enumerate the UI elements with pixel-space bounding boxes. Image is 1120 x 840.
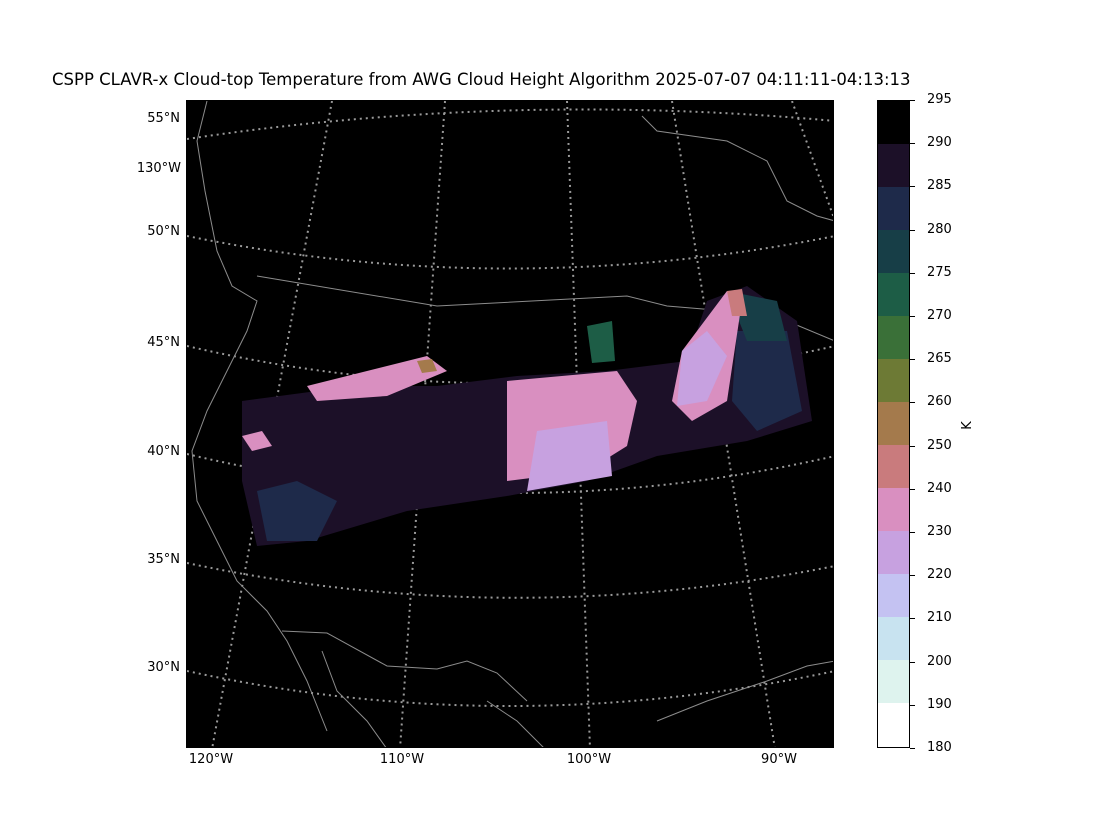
colorbar-tick-mark xyxy=(910,229,915,231)
swath-green-patch xyxy=(587,321,615,363)
swath-pink-band xyxy=(307,356,447,401)
colorbar-tick-mark xyxy=(910,402,915,404)
colorbar-tick-mark xyxy=(910,316,915,317)
great-lakes xyxy=(641,115,833,221)
colorbar-segment xyxy=(878,703,909,747)
gridline-80w xyxy=(791,101,833,219)
colorbar-tick-mark xyxy=(910,359,915,361)
lat-label-40n: 40°N xyxy=(147,444,180,459)
colorbar-segment xyxy=(878,187,909,231)
colorbar-segment xyxy=(878,574,909,618)
swath-navy-east xyxy=(732,331,802,431)
gridline-55n xyxy=(187,108,833,140)
gridline-50n xyxy=(187,235,833,270)
colorbar-tick-mark xyxy=(910,575,915,577)
gridline-90w xyxy=(671,101,776,747)
lon-label-100w: 100°W xyxy=(566,752,612,767)
colorbar-unit-label: K xyxy=(959,421,975,430)
swath-olive-bits xyxy=(417,359,437,373)
colorbar-segment xyxy=(878,359,909,403)
colorbar-tick-mark xyxy=(910,704,915,706)
colorbar-tick-mark xyxy=(910,186,915,188)
colorbar-tick-label: 290 xyxy=(927,135,952,151)
colorbar-segment xyxy=(878,144,909,188)
map-canvas xyxy=(187,101,833,747)
colorbar-tick-label: 280 xyxy=(927,221,952,237)
colorbar-tick-label: 295 xyxy=(927,92,952,107)
colorbar-tick-label: 275 xyxy=(927,264,952,280)
colorbar-tick-label: 200 xyxy=(927,653,952,669)
temperature-colorbar xyxy=(877,100,910,748)
lat-label-45n: 45°N xyxy=(147,335,180,350)
lon-label-110w: 110°W xyxy=(379,752,425,767)
lon-label-130w: 130°W xyxy=(136,161,181,176)
colorbar-segment xyxy=(878,660,909,704)
swath-lavender-ne xyxy=(677,331,727,406)
us-mexico-border xyxy=(281,630,528,702)
colorbar-tick-mark xyxy=(910,661,915,663)
colorbar-tick-label: 270 xyxy=(927,308,952,323)
colorbar-tick-mark xyxy=(910,100,915,101)
lon-label-120w: 120°W xyxy=(188,752,234,767)
colorbar-segment xyxy=(878,273,909,317)
baja-coast xyxy=(321,650,387,747)
colorbar-tick-mark xyxy=(910,488,915,490)
colorbar-tick-mark xyxy=(910,748,915,749)
lat-label-50n: 50°N xyxy=(147,224,180,239)
gridline-120w xyxy=(211,101,333,747)
colorbar-tick-mark xyxy=(910,272,915,274)
colorbar-tick-label: 250 xyxy=(927,437,952,453)
lat-label-55n: 55°N xyxy=(147,111,180,126)
colorbar-segment xyxy=(878,230,909,274)
colorbar-tick-mark xyxy=(910,445,915,447)
gulf-coast xyxy=(486,660,833,747)
lon-label-90w: 90°W xyxy=(761,752,797,767)
colorbar-tick-label: 240 xyxy=(927,480,952,496)
colorbar-segment xyxy=(878,316,909,360)
coastlines xyxy=(191,101,833,747)
colorbar-segment xyxy=(878,101,909,145)
swath-pink-sw xyxy=(242,431,272,451)
cloud-top-temperature-map xyxy=(186,100,834,748)
colorbar-tick-label: 285 xyxy=(927,178,952,194)
lat-label-30n: 30°N xyxy=(147,660,180,675)
colorbar-tick-mark xyxy=(910,532,915,533)
colorbar-tick-mark xyxy=(910,143,915,145)
colorbar-tick-mark xyxy=(910,618,915,620)
pacific-coast xyxy=(191,101,328,732)
swath-rose-patch xyxy=(727,289,747,316)
colorbar-tick-label: 265 xyxy=(927,351,952,367)
gridline-35n xyxy=(187,562,833,599)
colorbar-tick-label: 190 xyxy=(927,696,952,712)
cloud-swath xyxy=(242,286,812,546)
colorbar-tick-label: 210 xyxy=(927,610,952,626)
colorbar-tick-label: 230 xyxy=(927,524,952,539)
colorbar-segment xyxy=(878,617,909,661)
map-title: CSPP CLAVR-x Cloud-top Temperature from … xyxy=(52,70,911,89)
colorbar-segment xyxy=(878,445,909,489)
colorbar-segment xyxy=(878,402,909,446)
gridline-30n xyxy=(187,670,833,707)
colorbar-tick-label: 220 xyxy=(927,567,952,583)
colorbar-tick-label: 260 xyxy=(927,394,952,410)
swath-navy-patches xyxy=(257,481,337,541)
colorbar-segment xyxy=(878,488,909,532)
colorbar-segment xyxy=(878,531,909,575)
swath-lavender-core xyxy=(527,421,612,491)
colorbar-tick-label: 180 xyxy=(927,740,952,755)
lat-label-35n: 35°N xyxy=(147,552,180,567)
